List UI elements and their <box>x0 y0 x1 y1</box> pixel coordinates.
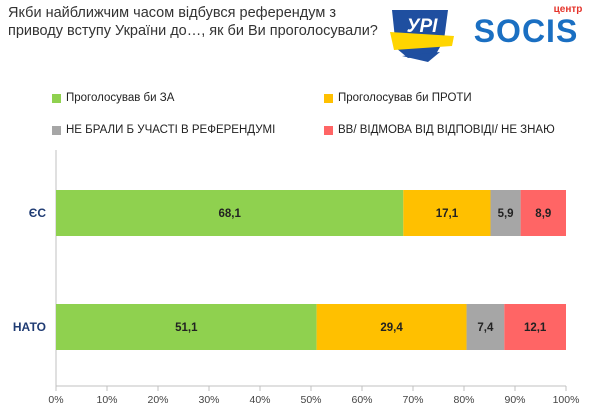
bar-1-2 <box>466 304 505 350</box>
legend-item-1: Проголосував би ЗА <box>52 92 174 104</box>
x-tick-label-4: 40% <box>249 394 270 406</box>
chart-title: Якби найближчим часом відбувся референду… <box>8 5 378 39</box>
x-tick-label-0: 0% <box>48 394 63 406</box>
x-tick-label-1: 10% <box>96 394 117 406</box>
x-tick-label-2: 20% <box>147 394 168 406</box>
logo-graphic: УРІ центр SOCIS <box>390 4 583 62</box>
bar-0-2 <box>490 190 521 236</box>
data-label-0-2: 5,9 <box>498 208 514 220</box>
data-label-1-0: 51,1 <box>175 322 198 334</box>
legend-swatch-4 <box>324 125 333 135</box>
legend-swatch-1 <box>52 93 61 103</box>
uri-emblem: УРІ <box>390 10 454 62</box>
uri-mark-text: УРІ <box>407 16 439 37</box>
bar-1-1 <box>316 304 467 350</box>
x-tick-label-10: 100% <box>553 394 580 406</box>
legend-label-1: Проголосував би ЗА <box>66 92 175 104</box>
legend-item-4: ВВ/ ВІДМОВА ВІД ВІДПОВІДІ/ НЕ ЗНАЮ <box>324 124 555 136</box>
legend-item-2: Проголосував би ПРОТИ <box>324 92 472 104</box>
x-tick-label-6: 60% <box>351 394 372 406</box>
legend-swatch-2 <box>324 93 333 103</box>
data-label-1-1: 29,4 <box>380 322 403 334</box>
data-label-1-3: 12,1 <box>524 322 547 334</box>
legend-label-4: ВВ/ ВІДМОВА ВІД ВІДПОВІДІ/ НЕ ЗНАЮ <box>338 124 555 136</box>
legend-label-3: НЕ БРАЛИ Б УЧАСТІ В РЕФЕРЕНДУМІ <box>66 124 276 136</box>
socis-wordmark: центр SOCIS <box>474 4 583 49</box>
data-label-1-2: 7,4 <box>477 322 494 334</box>
socis-logo: УРІ центр SOCIS <box>388 2 588 64</box>
data-label-0-1: 17,1 <box>436 208 459 220</box>
legend-label-2: Проголосував би ПРОТИ <box>338 92 472 104</box>
x-tick-label-8: 80% <box>453 394 474 406</box>
data-label-0-0: 68,1 <box>218 208 241 220</box>
brand-top-text: центр <box>554 4 583 15</box>
bar-1-3 <box>504 304 566 350</box>
bar-0-0 <box>56 190 404 236</box>
legend-swatch-3 <box>52 125 61 135</box>
brand-name-text: SOCIS <box>474 13 579 49</box>
legend-item-3: НЕ БРАЛИ Б УЧАСТІ В РЕФЕРЕНДУМІ <box>52 124 275 136</box>
x-tick-label-3: 30% <box>198 394 219 406</box>
category-label-0: ЄС <box>29 206 47 220</box>
x-tick-label-7: 70% <box>402 394 423 406</box>
data-label-0-3: 8,9 <box>535 208 551 220</box>
stacked-bar-chart: 0% 10% 20% 30% 40% 50% 60% 70% 80% 90% 100% ЄС 68,1 1… <box>13 150 580 406</box>
bar-0-1 <box>403 190 491 236</box>
bar-0-3 <box>520 190 566 236</box>
x-tick-label-9: 90% <box>504 394 525 406</box>
category-label-1: НАТО <box>13 320 46 334</box>
x-tick-label-5: 50% <box>300 394 321 406</box>
bar-1-0 <box>56 304 317 350</box>
